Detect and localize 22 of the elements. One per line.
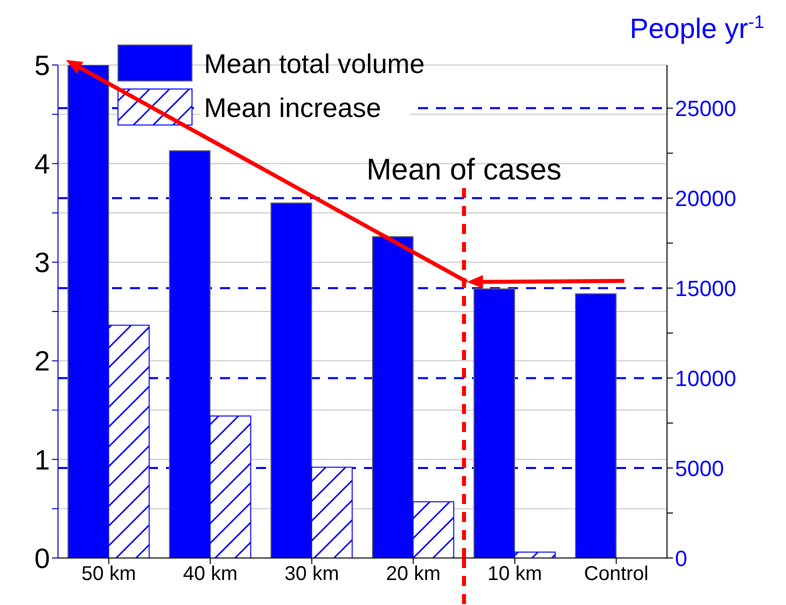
x-tick-label: 10 km (488, 563, 542, 586)
y-tick-label: 2 (34, 346, 50, 377)
y2-tick-label: 10000 (675, 366, 736, 391)
annotation: Mean of cases (366, 153, 562, 186)
y-tick-label: 4 (34, 148, 50, 180)
x-tick-label: 20 km (386, 563, 440, 586)
legend-label: Mean total volume (204, 49, 425, 79)
y-tick-label: 3 (34, 247, 50, 278)
y2-tick-label: 25000 (675, 96, 736, 121)
x-tick-label: 50 km (82, 563, 136, 586)
y2-tick-label: 0 (675, 546, 688, 571)
x-tick-label: 40 km (183, 563, 238, 586)
y-tick-label: 0 (34, 542, 50, 574)
x-tick-label: 30 km (284, 563, 339, 586)
y-tick-label: 5 (34, 50, 50, 81)
y2-tick-label: 5000 (675, 456, 724, 481)
y2-tick-label: 20000 (675, 186, 736, 211)
y-tick-label: 1 (34, 444, 50, 476)
y2-axis-title: People yr$^{-1}$ (630, 12, 764, 44)
x-tick-label: Control (584, 563, 648, 586)
legend-label: Mean increase (204, 93, 382, 123)
y2-tick-label: 15000 (675, 276, 736, 301)
